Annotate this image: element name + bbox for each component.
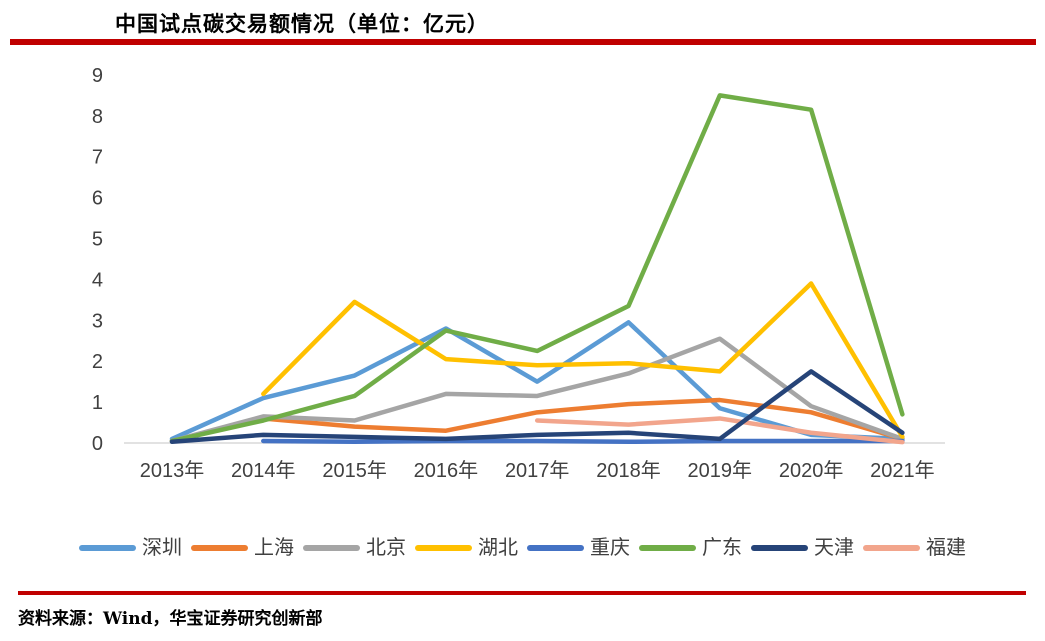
series-line-天津	[169, 369, 905, 445]
legend-item-湖北: 湖北	[415, 538, 518, 558]
series-line-广东	[169, 93, 905, 444]
legend-swatch-湖北	[415, 545, 472, 551]
y-tick-label: 2	[92, 351, 103, 373]
y-tick-label: 9	[92, 65, 103, 87]
y-tick-label: 7	[92, 147, 103, 169]
legend-item-北京: 北京	[303, 538, 406, 558]
y-tick-label: 0	[92, 433, 103, 455]
legend-item-上海: 上海	[191, 538, 294, 558]
x-tick-label: 2014年	[231, 459, 296, 482]
bottom-divider-rule	[18, 591, 1026, 595]
chart-title: 中国试点碳交易额情况（单位：亿元）	[115, 11, 489, 36]
legend-item-重庆: 重庆	[527, 538, 630, 558]
legend-swatch-广东	[639, 545, 696, 551]
legend-item-深圳: 深圳	[79, 538, 182, 558]
series-line-福建	[534, 416, 905, 445]
x-tick-label: 2019年	[688, 459, 753, 482]
y-tick-label: 5	[92, 229, 103, 251]
legend-label-福建: 福建	[926, 537, 966, 559]
x-tick-label: 2018年	[596, 459, 661, 482]
legend-item-天津: 天津	[751, 538, 854, 558]
legend-item-福建: 福建	[863, 538, 966, 558]
legend-label-广东: 广东	[702, 537, 742, 559]
y-tick-label: 6	[92, 188, 103, 210]
series-line-重庆	[261, 438, 905, 445]
top-divider-rule	[10, 39, 1036, 45]
chart-legend: 深圳 上海 北京 湖北 重庆 广东 天津 福建	[0, 534, 1045, 562]
series-line-北京	[169, 336, 905, 444]
y-tick-label: 3	[92, 310, 103, 332]
series-line-湖北	[261, 281, 905, 440]
legend-label-深圳: 深圳	[142, 537, 182, 559]
line-chart: 0 1 2 3 4 5 6 7 8 9 2013年 2014年 2015年 2016年 2017年 2018年…	[92, 65, 945, 482]
legend-swatch-深圳	[79, 545, 136, 551]
x-tick-label: 2016年	[414, 459, 479, 482]
series-line-上海	[169, 397, 905, 444]
legend-label-重庆: 重庆	[590, 537, 630, 559]
legend-label-上海: 上海	[254, 537, 294, 559]
x-tick-label: 2020年	[779, 459, 844, 482]
x-tick-label: 2013年	[140, 459, 205, 482]
x-tick-label: 2015年	[322, 459, 387, 482]
legend-swatch-上海	[191, 545, 248, 551]
y-tick-label: 8	[92, 106, 103, 128]
x-tick-label: 2017年	[505, 459, 570, 482]
legend-swatch-福建	[863, 545, 920, 551]
legend-swatch-北京	[303, 545, 360, 551]
legend-swatch-天津	[751, 545, 808, 551]
legend-label-北京: 北京	[366, 537, 406, 559]
y-tick-label: 1	[92, 392, 103, 414]
legend-swatch-重庆	[527, 545, 584, 551]
source-note: 资料来源：Wind，华宝证券研究创新部	[18, 609, 323, 629]
x-tick-label: 2021年	[870, 459, 935, 482]
y-tick-label: 4	[92, 269, 103, 291]
legend-item-广东: 广东	[639, 538, 742, 558]
legend-label-湖北: 湖北	[478, 537, 518, 559]
legend-label-天津: 天津	[814, 537, 854, 559]
